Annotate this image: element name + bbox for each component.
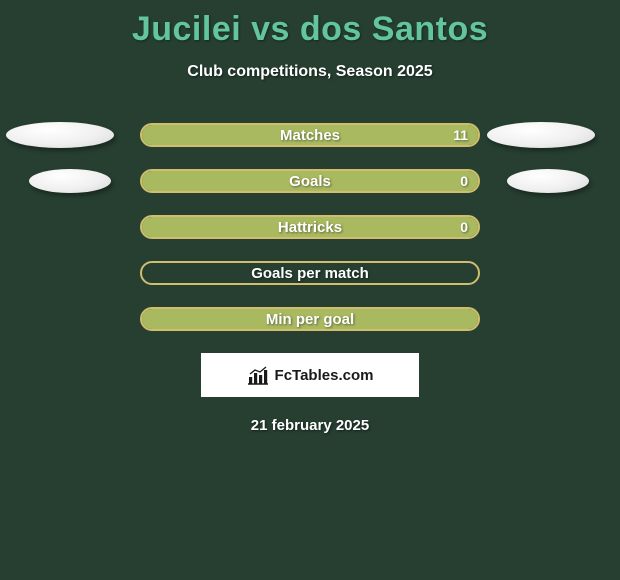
- stat-label: Goals: [289, 173, 331, 190]
- stat-row: Goals per match: [0, 261, 620, 285]
- stat-row: Matches 11: [0, 123, 620, 147]
- stat-label: Hattricks: [278, 219, 342, 236]
- stat-bar: Hattricks 0: [140, 215, 480, 239]
- stat-bar: Goals per match: [140, 261, 480, 285]
- stat-bar: Goals 0: [140, 169, 480, 193]
- marker-ellipse-right: [487, 122, 595, 148]
- stats-container: Matches 11 Goals 0 Hattricks 0 Goals per match…: [0, 123, 620, 331]
- marker-ellipse-left: [6, 122, 114, 148]
- page-title: Jucilei vs dos Santos: [0, 0, 620, 49]
- stat-value-right: 0: [460, 219, 468, 235]
- stat-label: Goals per match: [251, 265, 369, 282]
- stat-value-right: 0: [460, 173, 468, 189]
- stat-label: Min per goal: [266, 311, 354, 328]
- stat-value-right: 11: [453, 127, 468, 143]
- stat-bar: Matches 11: [140, 123, 480, 147]
- chart-icon: [247, 365, 269, 385]
- logo-box: FcTables.com: [201, 353, 419, 397]
- marker-ellipse-right: [507, 169, 589, 193]
- marker-ellipse-left: [29, 169, 111, 193]
- stat-row: Goals 0: [0, 169, 620, 193]
- date-text: 21 february 2025: [0, 417, 620, 434]
- stat-bar: Min per goal: [140, 307, 480, 331]
- stat-label: Matches: [280, 127, 340, 144]
- page-subtitle: Club competitions, Season 2025: [0, 63, 620, 81]
- stat-row: Hattricks 0: [0, 215, 620, 239]
- logo-text: FcTables.com: [275, 367, 374, 384]
- stat-row: Min per goal: [0, 307, 620, 331]
